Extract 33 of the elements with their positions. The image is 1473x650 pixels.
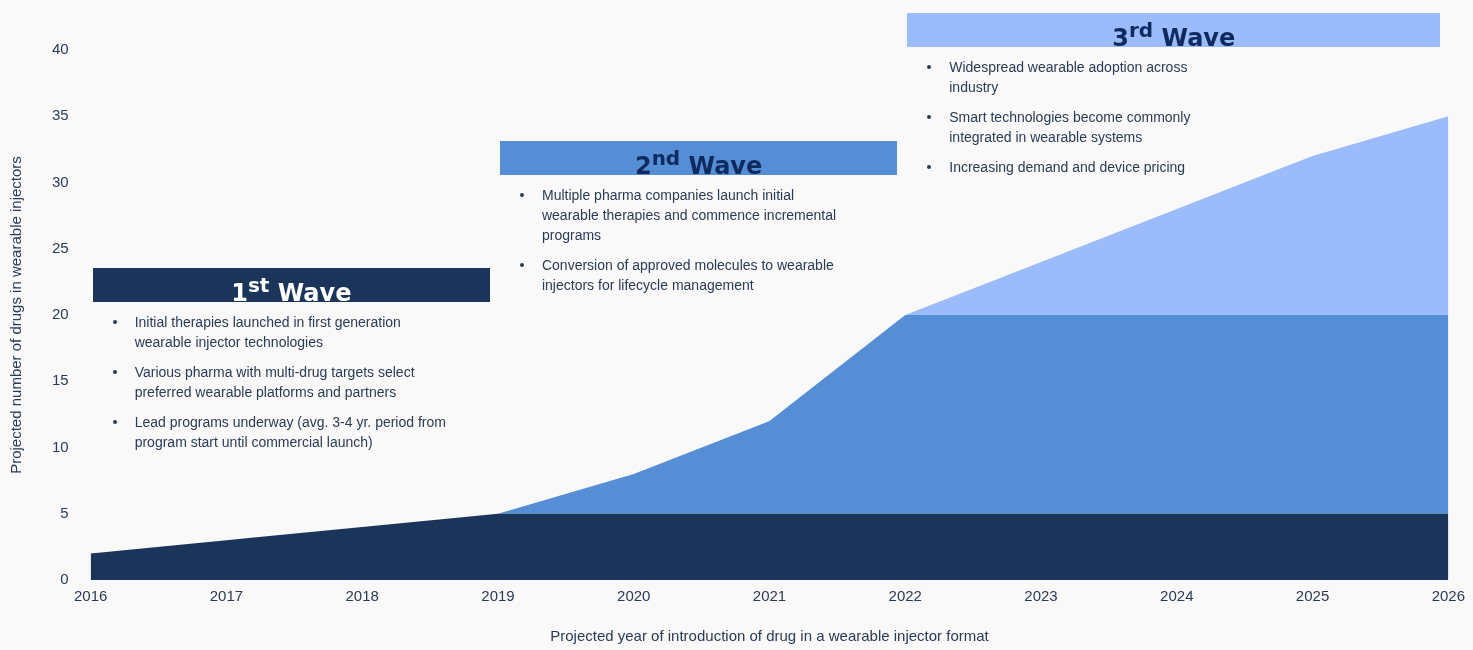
y-tick-label: 5	[60, 503, 69, 521]
annotation: Smart technologies become commonly integrated in wearable systems	[948, 108, 1192, 147]
x-tick-label: 2022	[888, 587, 922, 605]
x-tick-label: 2016	[74, 587, 108, 605]
y-tick-label: 20	[52, 305, 69, 323]
y-tick-label: 35	[52, 106, 69, 124]
x-tick-label: 2019	[481, 587, 515, 605]
y-tick-label: 25	[52, 238, 69, 256]
y-tick-label: 15	[52, 371, 69, 389]
x-tick-label: 2021	[752, 587, 787, 605]
x-tick-label: 2023	[1024, 587, 1058, 605]
y-tick-label: 0	[60, 570, 69, 588]
text: 2$^{nd}$ Wave	[633, 145, 764, 180]
annotation: Conversion of approved molecules to wearable injectors for lifecycle management	[540, 256, 835, 295]
annotation: Initial therapies launched in first generation wearable injector technologies	[133, 313, 402, 352]
x-tick-label: 2017	[209, 587, 244, 605]
y-tick-label: 10	[52, 437, 69, 455]
x-tick-label: 2020	[617, 587, 651, 605]
x-tick-label: 2018	[345, 587, 379, 605]
annotation: Increasing demand and device pricing	[948, 158, 1187, 177]
annotation: Various pharma with multi-drug targets select preferred wearable platforms and partners	[133, 363, 416, 402]
y-tick-label: 40	[52, 40, 69, 58]
text: 1$^{st}$ Wave	[230, 272, 353, 307]
x-tick-label: 2024	[1160, 587, 1194, 605]
annotation: Widespread wearable adoption across industry	[948, 58, 1189, 97]
y-axis-title: Projected number of drugs in wearable injectors	[7, 156, 25, 474]
x-axis-title: Projected year of introduction of drug in a wearable injector format	[550, 627, 990, 645]
y-tick-label: 30	[52, 172, 69, 190]
x-tick-label: 2025	[1295, 587, 1330, 605]
text: 3$^{rd}$ Wave	[1111, 17, 1237, 52]
annotation: Multiple pharma companies launch initial wearable therapies and commence incremental programs	[540, 186, 838, 245]
annotation: Lead programs underway (avg. 3-4 yr. period from program start until commercial launch)	[133, 413, 447, 452]
x-tick-label: 2026	[1431, 587, 1465, 605]
